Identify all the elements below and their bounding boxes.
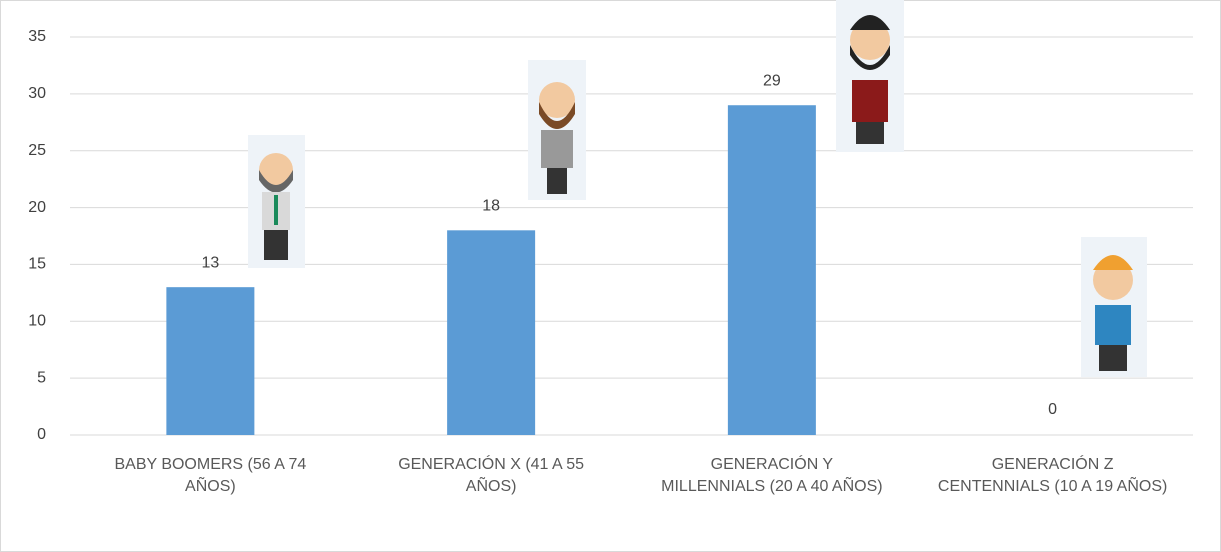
- bar: [727, 105, 816, 435]
- bar: [447, 230, 536, 435]
- y-tick-label: 0: [37, 426, 46, 443]
- illustration: [248, 0, 1147, 377]
- y-tick-label: 30: [28, 85, 46, 102]
- data-label: 0: [1048, 401, 1057, 418]
- data-label: 13: [201, 254, 219, 271]
- y-tick-label: 25: [28, 142, 46, 159]
- x-tick-label: GENERACIÓN X (41 A 55 AÑOS): [398, 456, 585, 495]
- y-tick-label: 5: [37, 369, 46, 386]
- y-tick-label: 35: [28, 28, 46, 45]
- y-tick-label: 10: [28, 313, 46, 330]
- data-label: 29: [763, 72, 781, 89]
- data-label: 18: [482, 198, 500, 215]
- bar: [166, 287, 255, 435]
- y-tick-label: 15: [28, 256, 46, 273]
- y-tick-label: 20: [28, 199, 46, 216]
- x-tick-label: BABY BOOMERS (56 A 74 AÑOS): [114, 456, 307, 495]
- x-tick-label: GENERACIÓN Z CENTENNIALS (10 A 19 AÑOS): [937, 456, 1168, 495]
- x-tick-label: GENERACIÓN Y MILLENNIALS (20 A 40 AÑOS): [661, 456, 883, 495]
